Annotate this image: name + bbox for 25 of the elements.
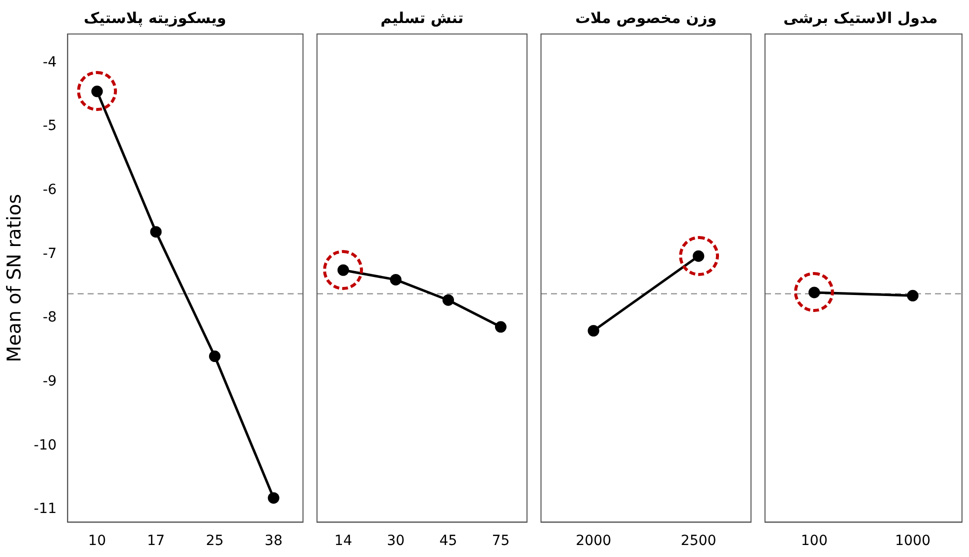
y-tick-label: -5 (42, 118, 57, 134)
x-tick-label: 100 (800, 533, 828, 550)
x-tick-label: 45 (439, 533, 458, 550)
x-tick-label: 14 (334, 533, 352, 550)
chart-title: مدول الاستیک برشی (783, 8, 938, 27)
y-tick-label: -9 (42, 373, 57, 390)
y-tick-label: -8 (42, 310, 57, 326)
x-tick-label: 2500 (680, 533, 716, 550)
y-tick-label: -6 (42, 182, 57, 198)
y-tick-label: -11 (34, 501, 57, 518)
y-tick-label: -4 (42, 54, 57, 70)
x-tick-label: 25 (206, 533, 224, 550)
x-tick-label: 2000 (576, 533, 612, 550)
chart-title: وزن مخصوص ملات (575, 8, 717, 27)
x-tick-label: 1000 (894, 533, 931, 550)
y-axis-title: Mean of SN ratios (3, 194, 26, 362)
y-tick-label: -10 (34, 437, 57, 454)
x-tick-label: 30 (386, 533, 405, 550)
y-tick-label: -7 (42, 246, 57, 262)
chart-title: تنش تسلیم (380, 8, 464, 27)
x-tick-label: 10 (88, 533, 106, 550)
x-tick-label: 75 (492, 533, 510, 550)
chart-title: ویسکوزیته پلاستیک (84, 8, 226, 27)
x-tick-label: 38 (264, 533, 282, 550)
x-tick-label: 17 (147, 533, 165, 550)
